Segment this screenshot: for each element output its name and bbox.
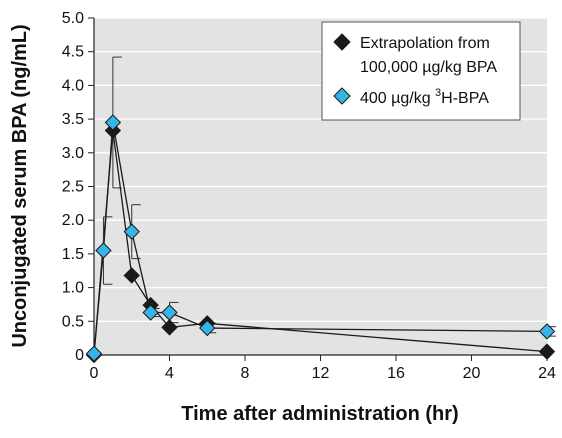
x-tick-labels: 0 4 8 12 16 20 24 bbox=[90, 365, 556, 382]
legend-label-tritiated-sup: 3 bbox=[435, 87, 441, 99]
x-tick-label: 4 bbox=[165, 365, 174, 382]
legend-marker-extrapolation bbox=[333, 33, 351, 51]
legend-box bbox=[321, 21, 521, 121]
x-tick-label: 12 bbox=[312, 365, 330, 382]
y-tick-label: 0 bbox=[75, 347, 84, 364]
data-point-series-1 bbox=[538, 323, 556, 340]
series-layer bbox=[85, 56, 556, 364]
data-point-series-1 bbox=[104, 114, 122, 131]
y-tick-label: 2.0 bbox=[62, 212, 84, 229]
legend: Extrapolation from 100,000 µg/kg BPA 400… bbox=[321, 21, 521, 121]
data-point-series-0 bbox=[123, 267, 140, 284]
y-tick-labels: 0 0.5 1.0 1.5 2.0 2.5 3.0 3.5 4.0 4.5 5.0 bbox=[62, 10, 84, 364]
y-tick-label: 0.5 bbox=[62, 313, 84, 330]
legend-label-extrapolation-line1: Extrapolation from bbox=[360, 35, 490, 52]
data-point-series-1 bbox=[95, 242, 112, 259]
data-point-series-1 bbox=[123, 223, 140, 240]
y-tick-label: 1.0 bbox=[62, 280, 84, 297]
data-point-series-1 bbox=[85, 345, 103, 362]
x-tick-label: 24 bbox=[538, 365, 556, 382]
legend-label-tritiated-suffix: H-BPA bbox=[441, 90, 489, 107]
data-point-series-0 bbox=[538, 343, 556, 360]
y-tick-label: 4.0 bbox=[62, 77, 84, 94]
data-point-series-1 bbox=[142, 304, 159, 321]
y-tick-label: 5.0 bbox=[62, 10, 84, 27]
x-tick-label: 16 bbox=[387, 365, 405, 382]
legend-label-extrapolation-line2: 100,000 µg/kg BPA bbox=[360, 59, 497, 76]
legend-marker-tritiated bbox=[333, 87, 351, 105]
y-tick-label: 4.5 bbox=[62, 44, 84, 61]
x-tick-label: 0 bbox=[90, 365, 99, 382]
data-point-series-0 bbox=[161, 319, 178, 336]
y-tick-label: 3.0 bbox=[62, 145, 84, 162]
data-point-series-1 bbox=[199, 319, 216, 337]
y-tick-label: 2.5 bbox=[62, 179, 84, 196]
x-tick-label: 8 bbox=[241, 365, 250, 382]
x-tick-label: 20 bbox=[463, 365, 481, 382]
legend-label-tritiated-prefix: 400 µg/kg bbox=[360, 90, 435, 107]
legend-label-tritiated: 400 µg/kg 3H-BPA bbox=[360, 87, 489, 107]
data-point-series-1 bbox=[161, 304, 178, 321]
series-line-1 bbox=[93, 122, 548, 354]
y-tick-label: 3.5 bbox=[62, 111, 84, 128]
y-axis-title: Unconjugated serum BPA (ng/mL) bbox=[9, 24, 31, 347]
x-axis-title: Time after administration (hr) bbox=[181, 403, 458, 425]
y-tick-label: 1.5 bbox=[62, 246, 84, 263]
